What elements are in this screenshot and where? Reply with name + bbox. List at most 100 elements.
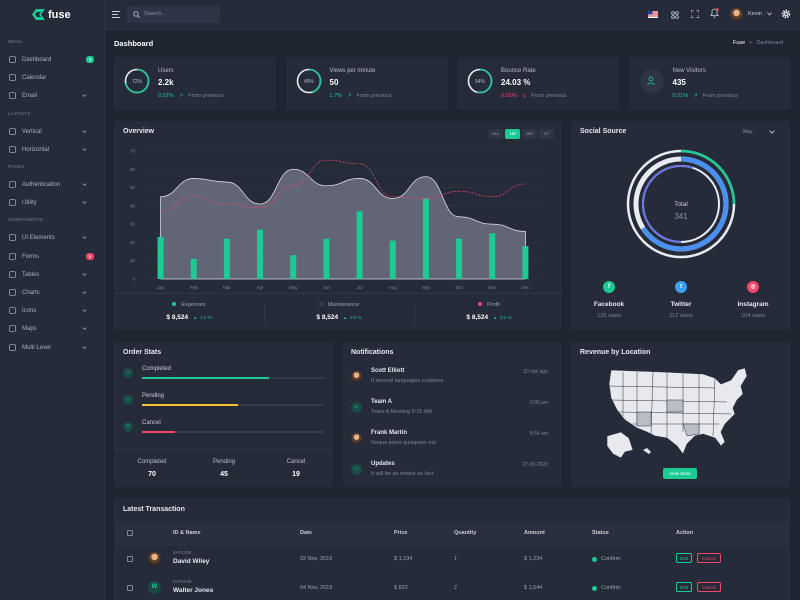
- stat-footer-text: From previous: [531, 93, 567, 99]
- filter-6m[interactable]: 6M: [522, 129, 537, 139]
- sidebar-item-tables[interactable]: Tables: [0, 267, 104, 282]
- section-menu: MENU: [8, 39, 23, 44]
- sidebar-item-ui-elements[interactable]: UI Elements: [0, 230, 104, 245]
- stat-value: 24.03 %: [501, 78, 531, 87]
- filter-all[interactable]: ALL: [488, 129, 503, 139]
- arrow-up-icon: ↗: [178, 93, 184, 99]
- notification-item[interactable]: Scott Elliott If several languages coales…: [343, 366, 562, 394]
- row-checkbox[interactable]: [127, 556, 133, 562]
- notification-name: Frank Martin: [371, 430, 408, 436]
- sidebar-item-utility[interactable]: Utility: [0, 195, 104, 210]
- column-header: Quantity: [454, 530, 477, 536]
- table-row: W #AP1235 Walter Jones 04 Nov, 2019 $ 822 2 $ …: [114, 577, 790, 600]
- x-tick-label: Dec: [521, 285, 530, 290]
- apps-grid-icon[interactable]: [671, 11, 679, 19]
- map-icon: [9, 325, 16, 332]
- cancel-button[interactable]: Cancel: [697, 582, 721, 592]
- box-icon: [9, 199, 16, 206]
- filter-1m[interactable]: 1M: [505, 129, 520, 139]
- sidebar-item-icons[interactable]: Icons: [0, 303, 104, 318]
- x-tick-label: Nov: [488, 285, 497, 290]
- transaction-id: #AP1234: [173, 550, 192, 555]
- legend-value: $ 8,524: [316, 314, 339, 321]
- divider: [114, 449, 333, 450]
- edit-button[interactable]: Edit: [676, 553, 692, 563]
- ring-label: 45%: [303, 79, 314, 85]
- column-header: Action: [676, 530, 694, 536]
- view-more-button[interactable]: View More: [663, 468, 697, 479]
- legend-value-row: $ 8,524 ▲ 1.2 %: [114, 314, 264, 321]
- revenue-card: Revenue by Location View More: [571, 342, 790, 487]
- sidebar-item-maps[interactable]: Maps: [0, 321, 104, 336]
- sidebar-item-label: Icons: [22, 307, 37, 314]
- search-box[interactable]: Search...: [127, 6, 220, 23]
- sidebar-item-vertical[interactable]: Vertical: [0, 124, 104, 139]
- sidebar-item-multi-level[interactable]: Multi Level: [0, 340, 104, 355]
- updates-icon: ▭: [351, 464, 362, 475]
- transaction-name[interactable]: Walter Jones: [173, 587, 214, 594]
- notification-item[interactable]: Frank Martin Neque porro quisquam est 8:54…: [343, 428, 562, 456]
- us-flag-icon[interactable]: [648, 11, 658, 18]
- instagram-icon[interactable]: ◎: [747, 281, 759, 293]
- sidebar-item-label: Utility: [22, 199, 37, 206]
- layout-icon: [9, 128, 16, 135]
- user-avatar[interactable]: [730, 8, 743, 21]
- search-input[interactable]: Search...: [144, 11, 167, 17]
- expenses-bar: [489, 233, 496, 279]
- legend-value: $ 8,524: [166, 314, 189, 321]
- notification-item[interactable]: ▭ Updates It will be as simple as fact 27-0…: [343, 459, 562, 487]
- legend-label: Expenses: [181, 302, 206, 308]
- menu-toggle-icon[interactable]: [112, 11, 120, 18]
- row-checkbox[interactable]: [127, 585, 133, 591]
- transaction-name[interactable]: David Wiley: [173, 558, 210, 565]
- x-tick-label: Oct: [456, 285, 464, 290]
- legend-label: Maintenance: [327, 302, 360, 308]
- cancel-button[interactable]: Cancel: [697, 553, 721, 563]
- sidebar-item-charts[interactable]: Charts: [0, 285, 104, 300]
- expenses-bar: [389, 240, 396, 279]
- bell-icon[interactable]: [710, 8, 719, 18]
- brand-logo[interactable]: fuse: [0, 0, 105, 30]
- sidebar-item-horizontal[interactable]: Horizontal: [0, 142, 104, 157]
- sidebar-item-label: Charts: [22, 289, 40, 296]
- sidebar-item-dashboard[interactable]: Dashboard 3: [0, 52, 104, 67]
- sidebar-item-calendar[interactable]: Calendar: [0, 70, 104, 85]
- legend-value-row: $ 8,524 ▲ 0.4 %: [414, 314, 564, 321]
- legend-dot-icon: [318, 302, 323, 306]
- progress-ring: 45%: [296, 68, 321, 94]
- month-select[interactable]: May: [743, 129, 753, 135]
- stat-label: Bounce Rate: [501, 68, 536, 74]
- twitter-icon[interactable]: t: [675, 281, 687, 293]
- x-tick-label: Mar: [223, 285, 231, 290]
- notification-time: 9:00 am: [529, 400, 548, 406]
- stat-footer-text: From previous: [356, 93, 392, 99]
- chevron-down-icon[interactable]: [769, 130, 775, 134]
- column-header: Date: [300, 530, 312, 536]
- expenses-bar: [190, 258, 197, 279]
- notification-item[interactable]: ☺ Team A Team A Meeting 9:15 AM 9:00 am: [343, 397, 562, 425]
- edit-button[interactable]: Edit: [676, 582, 692, 592]
- settings-gear-icon[interactable]: [781, 9, 791, 19]
- filter-1y[interactable]: 1Y: [539, 129, 554, 139]
- legend-item: Expenses $ 8,524 ▲ 1.2 %: [114, 301, 264, 327]
- legend-item: Profit $ 8,524 ▲ 0.4 %: [414, 301, 564, 327]
- facebook-icon[interactable]: f: [603, 281, 615, 293]
- order-total-label: Pending: [212, 459, 236, 465]
- y-tick-label: 30: [130, 222, 136, 227]
- sidebar-item-forms[interactable]: Forms 8: [0, 249, 104, 264]
- sidebar-item-email[interactable]: Email: [0, 88, 104, 103]
- overview-title: Overview: [123, 128, 155, 135]
- breadcrumb-root[interactable]: Fuse: [733, 40, 746, 46]
- fullscreen-icon[interactable]: [691, 10, 699, 18]
- new-visitors-icon: [639, 69, 664, 93]
- select-all-checkbox[interactable]: [127, 530, 133, 536]
- progress-fill: [142, 431, 175, 433]
- avatar: [351, 433, 362, 444]
- status-dot-icon: [592, 557, 597, 562]
- expenses-bar: [456, 238, 463, 279]
- section-pages: PAGES: [8, 164, 25, 169]
- arrow-up-icon: ↗: [693, 93, 698, 99]
- chevron-down-icon[interactable]: [767, 12, 772, 16]
- user-name[interactable]: Kevin: [748, 11, 762, 17]
- sidebar-item-authentication[interactable]: Authentication: [0, 177, 104, 192]
